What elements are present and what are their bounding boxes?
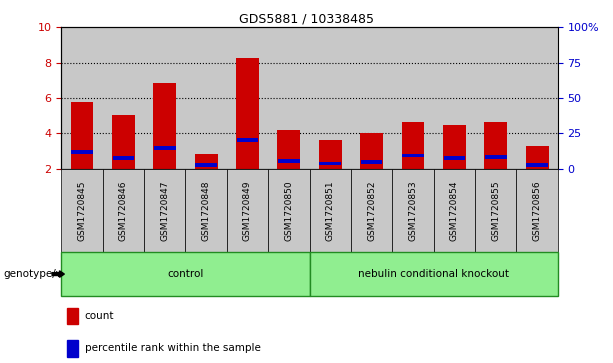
Bar xyxy=(392,27,433,169)
Bar xyxy=(319,140,341,169)
Text: genotype/variation: genotype/variation xyxy=(3,269,102,279)
Text: GSM1720847: GSM1720847 xyxy=(160,180,169,241)
Text: GSM1720848: GSM1720848 xyxy=(202,180,211,241)
Bar xyxy=(113,156,134,160)
Text: count: count xyxy=(85,311,114,321)
Bar xyxy=(361,160,383,164)
Text: GSM1720845: GSM1720845 xyxy=(77,180,86,241)
Text: GDS5881 / 10338485: GDS5881 / 10338485 xyxy=(239,13,374,26)
Bar xyxy=(444,156,465,160)
Bar xyxy=(278,130,300,169)
Text: control: control xyxy=(167,269,204,279)
Bar xyxy=(402,122,424,169)
Text: percentile rank within the sample: percentile rank within the sample xyxy=(85,343,261,354)
Text: GSM1720855: GSM1720855 xyxy=(491,180,500,241)
Bar xyxy=(186,27,227,169)
Bar xyxy=(71,150,93,154)
Bar xyxy=(112,115,135,169)
Bar xyxy=(153,83,176,169)
Bar xyxy=(526,146,549,169)
Text: GSM1720854: GSM1720854 xyxy=(450,180,459,241)
Bar xyxy=(70,102,93,169)
Bar xyxy=(527,163,548,167)
Text: GSM1720849: GSM1720849 xyxy=(243,180,252,241)
Bar xyxy=(195,154,218,169)
Bar xyxy=(351,27,392,169)
Bar xyxy=(516,27,558,169)
Bar xyxy=(227,27,268,169)
Bar xyxy=(402,154,424,158)
Bar xyxy=(144,27,186,169)
Text: GSM1720856: GSM1720856 xyxy=(533,180,542,241)
Text: GSM1720852: GSM1720852 xyxy=(367,180,376,241)
Bar xyxy=(103,27,144,169)
Text: GSM1720853: GSM1720853 xyxy=(408,180,417,241)
Text: GSM1720846: GSM1720846 xyxy=(119,180,128,241)
Bar xyxy=(443,125,466,169)
Bar xyxy=(236,58,259,169)
Bar xyxy=(360,132,383,169)
Bar xyxy=(484,122,507,169)
Bar xyxy=(475,27,516,169)
Bar xyxy=(237,138,258,142)
Text: GSM1720851: GSM1720851 xyxy=(326,180,335,241)
Bar xyxy=(319,162,341,166)
Bar xyxy=(61,27,103,169)
Text: GSM1720850: GSM1720850 xyxy=(284,180,294,241)
Bar xyxy=(154,146,175,150)
Bar xyxy=(310,27,351,169)
Text: nebulin conditional knockout: nebulin conditional knockout xyxy=(358,269,509,279)
Bar xyxy=(196,163,217,167)
Bar xyxy=(485,155,506,159)
Bar xyxy=(268,27,310,169)
Bar xyxy=(434,27,475,169)
Bar xyxy=(278,159,300,163)
